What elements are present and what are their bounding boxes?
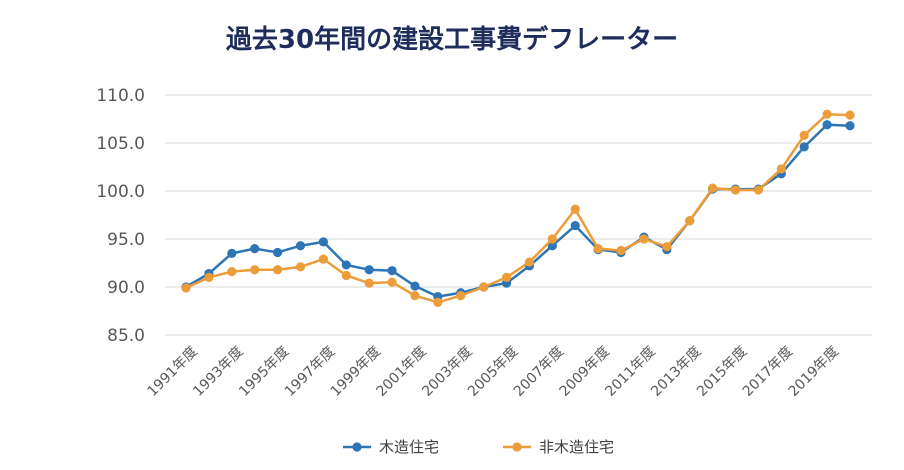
data-point (799, 130, 809, 140)
data-point (547, 241, 557, 251)
data-point (845, 110, 855, 120)
x-tick-label: 2019年度 (786, 344, 842, 400)
data-point (753, 185, 764, 195)
y-tick-label: 95.0 (107, 230, 145, 250)
data-point (295, 241, 306, 251)
data-point (570, 204, 580, 214)
data-point (341, 260, 351, 270)
data-point (822, 120, 832, 130)
data-point (456, 291, 466, 301)
data-point (822, 109, 832, 119)
data-point (570, 220, 580, 231)
data-point (639, 234, 649, 244)
data-point (227, 267, 237, 277)
y-axis-ticks: 110.0 105.0 100.0 95.0 90.0 85.0 (96, 86, 145, 346)
legend-label: 木造住宅 (379, 438, 439, 456)
y-tick-label: 90.0 (107, 278, 145, 298)
y-tick-label: 100.0 (96, 182, 145, 202)
data-point (708, 183, 718, 193)
series-1 (181, 109, 855, 307)
data-point (685, 216, 695, 226)
data-point (272, 265, 283, 275)
data-point (433, 297, 443, 307)
data-point (250, 244, 260, 254)
data-point (776, 164, 786, 174)
data-point (799, 142, 809, 152)
data-point (845, 121, 855, 131)
legend-marker (512, 442, 522, 452)
legend-marker (352, 442, 362, 452)
data-point (616, 245, 626, 256)
data-point (479, 282, 489, 292)
data-point (204, 272, 214, 282)
data-point (501, 272, 512, 282)
data-point (318, 254, 328, 264)
y-tick-label: 105.0 (96, 134, 145, 154)
chart-title: 過去30年間の建設工事費デフレーター (226, 24, 678, 55)
data-point (364, 265, 374, 275)
y-tick-label: 110.0 (96, 86, 145, 106)
data-point (524, 257, 535, 267)
legend-item: 木造住宅 (343, 438, 439, 456)
data-point (364, 278, 374, 288)
x-axis-ticks: 1991年度1993年度1995年度1997年度1999年度2001年度2003… (145, 344, 842, 400)
legend-label: 非木造住宅 (539, 438, 614, 456)
legend-item: 非木造住宅 (503, 438, 614, 456)
data-point (181, 283, 191, 293)
data-point (272, 247, 283, 258)
data-point (593, 244, 603, 254)
data-point (227, 248, 237, 258)
data-point (295, 262, 306, 272)
grid-lines (165, 94, 872, 336)
y-tick-label: 85.0 (107, 326, 145, 346)
series-layer (181, 109, 855, 307)
data-point (341, 270, 351, 281)
data-point (547, 234, 557, 244)
data-point (387, 266, 397, 276)
data-point (662, 242, 672, 252)
data-point (410, 291, 420, 301)
data-point (730, 185, 741, 195)
data-point (318, 237, 328, 247)
legend: 木造住宅 非木造住宅 (343, 438, 614, 456)
data-point (387, 277, 397, 287)
data-point (250, 265, 260, 275)
data-point (410, 281, 420, 291)
series-0 (181, 120, 855, 302)
